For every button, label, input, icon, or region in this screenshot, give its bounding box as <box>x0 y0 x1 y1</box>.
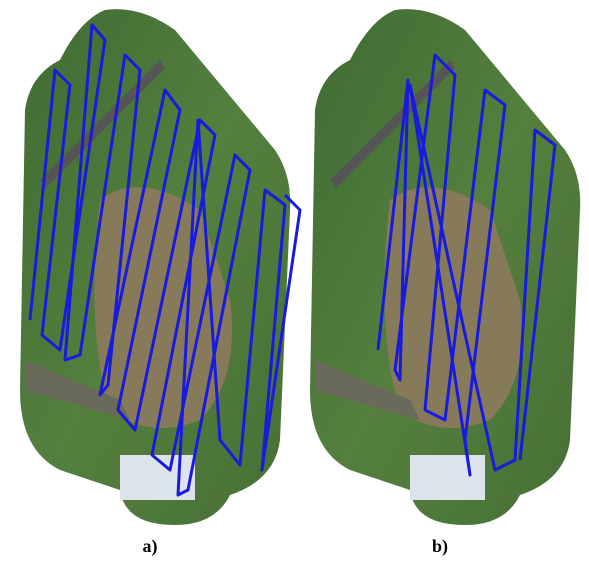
panel-a <box>20 9 300 525</box>
figure: a) b) <box>0 0 589 564</box>
panel-label: a) <box>143 536 158 557</box>
panel-b <box>310 9 580 525</box>
building <box>410 455 485 500</box>
panel-label: b) <box>432 536 448 557</box>
